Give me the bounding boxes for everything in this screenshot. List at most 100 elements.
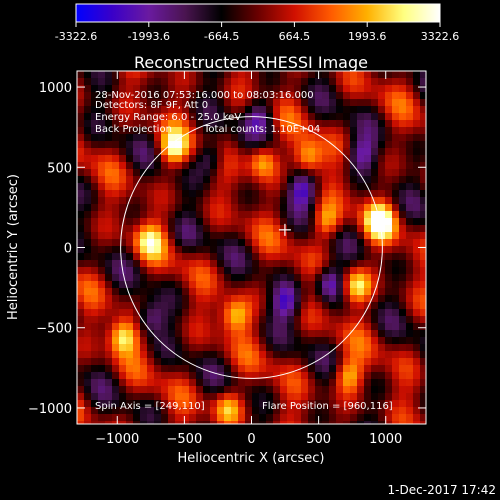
heatmap-cell xyxy=(336,393,344,401)
heatmap-cell xyxy=(98,218,106,226)
heatmap-cell xyxy=(84,365,92,373)
heatmap-cell xyxy=(252,302,260,310)
heatmap-cell xyxy=(112,120,120,128)
heatmap-cell xyxy=(98,400,106,408)
heatmap-cell xyxy=(357,267,365,275)
heatmap-cell xyxy=(133,106,141,114)
heatmap-cell xyxy=(91,92,99,100)
heatmap-cell xyxy=(168,155,176,163)
heatmap-cell xyxy=(371,232,379,240)
heatmap-cell xyxy=(147,344,155,352)
heatmap-cell xyxy=(196,155,204,163)
heatmap-cell xyxy=(385,281,393,289)
heatmap-cell xyxy=(217,134,225,142)
heatmap-cell xyxy=(266,358,274,366)
heatmap-cell xyxy=(301,148,309,156)
heatmap-cell xyxy=(224,197,232,205)
heatmap-cell xyxy=(231,127,239,135)
heatmap-cell xyxy=(385,148,393,156)
heatmap-cell xyxy=(322,127,330,135)
heatmap-cell xyxy=(385,99,393,107)
heatmap-cell xyxy=(273,92,281,100)
heatmap-cell xyxy=(105,197,113,205)
heatmap-cell xyxy=(168,400,176,408)
heatmap-cell xyxy=(224,246,232,254)
heatmap-cell xyxy=(336,204,344,212)
heatmap-cell xyxy=(280,190,288,198)
heatmap-cell xyxy=(84,71,92,79)
heatmap-cell xyxy=(287,85,295,93)
heatmap-cell xyxy=(413,92,421,100)
heatmap-cell xyxy=(273,351,281,359)
heatmap-cell xyxy=(294,218,302,226)
heatmap-cell xyxy=(329,407,337,415)
heatmap-cell xyxy=(182,414,190,422)
heatmap-cell xyxy=(84,393,92,401)
heatmap-cell xyxy=(371,274,379,282)
heatmap-cell xyxy=(175,246,183,254)
heatmap-cell xyxy=(196,246,204,254)
heatmap-cell xyxy=(133,246,141,254)
heatmap-cell xyxy=(294,197,302,205)
heatmap-cell xyxy=(329,414,337,422)
heatmap-cell xyxy=(105,372,113,380)
heatmap-cell xyxy=(238,239,246,247)
heatmap-cell xyxy=(84,120,92,128)
heatmap-cell xyxy=(287,71,295,79)
heatmap-cell xyxy=(371,372,379,380)
heatmap-cell xyxy=(322,148,330,156)
heatmap-cell xyxy=(154,162,162,170)
heatmap-cell xyxy=(140,253,148,261)
heatmap-cell xyxy=(84,148,92,156)
heatmap-cell xyxy=(273,288,281,296)
heatmap-cell xyxy=(273,211,281,219)
heatmap-cell xyxy=(112,386,120,394)
heatmap-cell xyxy=(147,225,155,233)
heatmap-cell xyxy=(105,218,113,226)
heatmap-cell xyxy=(420,316,426,324)
heatmap-cell xyxy=(161,141,169,149)
heatmap-cell xyxy=(210,260,218,268)
heatmap-cell xyxy=(266,344,274,352)
heatmap-cell xyxy=(126,344,134,352)
heatmap-cell xyxy=(154,106,162,114)
heatmap-cell xyxy=(392,232,400,240)
heatmap-cell xyxy=(259,351,267,359)
heatmap-cell xyxy=(84,302,92,310)
heatmap-cell xyxy=(280,400,288,408)
heatmap-cell xyxy=(392,106,400,114)
heatmap-cell xyxy=(350,204,358,212)
heatmap-cell xyxy=(133,253,141,261)
heatmap-cell xyxy=(287,316,295,324)
heatmap-cell xyxy=(350,190,358,198)
heatmap-cell xyxy=(231,141,239,149)
annotation-counts: Total counts: 1.10E+04 xyxy=(203,124,320,135)
heatmap-cell xyxy=(224,176,232,184)
heatmap-cell xyxy=(385,134,393,142)
heatmap-cell xyxy=(280,288,288,296)
heatmap-cell xyxy=(343,92,351,100)
heatmap-cell xyxy=(336,295,344,303)
heatmap-cell xyxy=(91,148,99,156)
heatmap-cell xyxy=(301,344,309,352)
heatmap-cell xyxy=(413,386,421,394)
heatmap-cell xyxy=(105,421,113,424)
heatmap-cell xyxy=(336,260,344,268)
heatmap-cell xyxy=(294,421,302,424)
heatmap-cell xyxy=(308,365,316,373)
heatmap-cell xyxy=(280,365,288,373)
heatmap-cell xyxy=(175,239,183,247)
heatmap-cell xyxy=(126,120,134,128)
heatmap-cell xyxy=(266,246,274,254)
heatmap-cell xyxy=(140,386,148,394)
heatmap-cell xyxy=(371,358,379,366)
heatmap-cell xyxy=(322,274,330,282)
heatmap-cell xyxy=(154,323,162,331)
heatmap-cell xyxy=(392,351,400,359)
heatmap-cell xyxy=(266,218,274,226)
heatmap-cell xyxy=(182,92,190,100)
heatmap-cell xyxy=(147,358,155,366)
heatmap-cell xyxy=(189,295,197,303)
heatmap-cell xyxy=(301,92,309,100)
heatmap-cell xyxy=(399,120,407,128)
